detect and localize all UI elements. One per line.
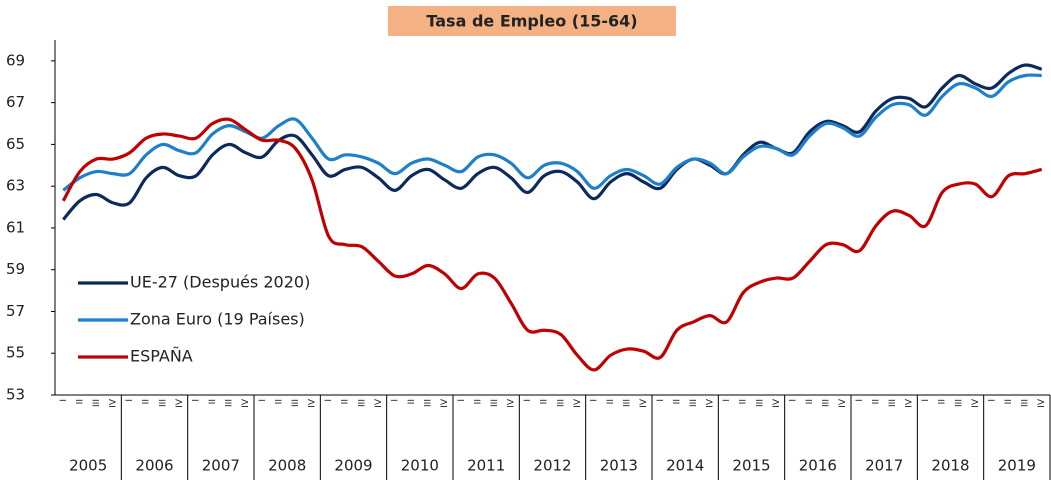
x-tick-label: I <box>258 399 268 402</box>
year-label: 2012 <box>533 457 571 475</box>
year-label: 2011 <box>467 457 505 475</box>
title-box <box>388 6 676 36</box>
y-tick-label: 55 <box>6 344 25 362</box>
y-tick-label: 69 <box>6 51 25 69</box>
x-tick-label: IV <box>1037 398 1047 408</box>
year-label: 2014 <box>666 457 704 475</box>
x-tick-label: IV <box>838 398 848 408</box>
y-tick-label: 61 <box>6 218 25 236</box>
x-tick-label: I <box>324 399 334 402</box>
x-tick-label: I <box>457 399 467 402</box>
x-tick-label: I <box>788 399 798 402</box>
year-label: 2017 <box>865 457 903 475</box>
x-tick-label: III <box>225 399 235 407</box>
y-tick-label: 63 <box>6 177 25 195</box>
x-tick-label: IV <box>772 398 782 408</box>
y-tick-label: 67 <box>6 93 25 111</box>
x-tick-label: IV <box>573 398 583 408</box>
x-tick-label: I <box>722 399 732 402</box>
year-label: 2015 <box>732 457 770 475</box>
x-tick-label: III <box>291 399 301 407</box>
x-tick-label: II <box>75 399 85 404</box>
x-tick-label: IV <box>308 398 318 408</box>
year-label: 2018 <box>931 457 969 475</box>
x-tick-label: I <box>59 399 69 402</box>
x-tick-label: II <box>274 399 284 404</box>
x-tick-label: II <box>208 399 218 404</box>
x-tick-label: III <box>689 399 699 407</box>
x-tick-label: I <box>987 399 997 402</box>
x-tick-label: II <box>407 399 417 404</box>
year-label: 2016 <box>799 457 837 475</box>
y-tick-label: 53 <box>6 386 25 404</box>
chart-title: Tasa de Empleo (15-64) <box>426 12 637 31</box>
x-tick-label: IV <box>374 398 384 408</box>
x-tick-label: II <box>142 399 152 404</box>
year-label: 2013 <box>600 457 638 475</box>
x-tick-label: IV <box>241 398 251 408</box>
year-label: 2006 <box>135 457 173 475</box>
year-label: 2009 <box>334 457 372 475</box>
year-label: 2019 <box>998 457 1036 475</box>
x-tick-label: I <box>589 399 599 402</box>
x-tick-label: I <box>523 399 533 402</box>
x-tick-label: IV <box>109 398 119 408</box>
year-label: 2008 <box>268 457 306 475</box>
x-tick-label: III <box>623 399 633 407</box>
legend-label: UE-27 (Después 2020) <box>130 273 310 292</box>
x-tick-label: II <box>739 399 749 404</box>
x-tick-label: II <box>341 399 351 404</box>
y-tick-label: 65 <box>6 135 25 153</box>
year-label: 2005 <box>69 457 107 475</box>
x-tick-label: IV <box>971 398 981 408</box>
x-tick-label: III <box>888 399 898 407</box>
series-line <box>61 117 1043 372</box>
series-line <box>62 73 1042 192</box>
x-tick-label: IV <box>639 398 649 408</box>
x-tick-label: II <box>473 399 483 404</box>
x-tick-label: III <box>1021 399 1031 407</box>
x-tick-label: I <box>656 399 666 402</box>
x-tick-label: III <box>357 399 367 407</box>
x-tick-label: I <box>125 399 135 402</box>
x-tick-label: III <box>490 399 500 407</box>
x-tick-label: III <box>158 399 168 407</box>
x-tick-label: II <box>938 399 948 404</box>
x-tick-label: IV <box>440 398 450 408</box>
x-tick-label: II <box>606 399 616 404</box>
x-tick-label: IV <box>507 398 517 408</box>
x-tick-label: III <box>755 399 765 407</box>
x-tick-label: III <box>424 399 434 407</box>
x-tick-label: II <box>805 399 815 404</box>
x-tick-label: III <box>92 399 102 407</box>
legend-label: Zona Euro (19 Países) <box>130 310 305 329</box>
series-line <box>62 63 1043 221</box>
x-tick-label: II <box>871 399 881 404</box>
y-tick-label: 59 <box>6 260 25 278</box>
x-tick-label: III <box>556 399 566 407</box>
x-tick-label: III <box>954 399 964 407</box>
x-tick-label: II <box>540 399 550 404</box>
x-tick-label: IV <box>905 398 915 408</box>
x-tick-label: II <box>672 399 682 404</box>
legend-label: ESPAÑA <box>130 347 193 366</box>
x-tick-label: III <box>822 399 832 407</box>
x-tick-label: I <box>191 399 201 402</box>
x-tick-label: I <box>855 399 865 402</box>
x-tick-label: II <box>1004 399 1014 404</box>
x-tick-label: I <box>921 399 931 402</box>
x-tick-label: IV <box>706 398 716 408</box>
year-label: 2010 <box>401 457 439 475</box>
y-tick-label: 57 <box>6 302 25 320</box>
x-tick-label: IV <box>175 398 185 408</box>
year-label: 2007 <box>202 457 240 475</box>
x-tick-label: I <box>390 399 400 402</box>
